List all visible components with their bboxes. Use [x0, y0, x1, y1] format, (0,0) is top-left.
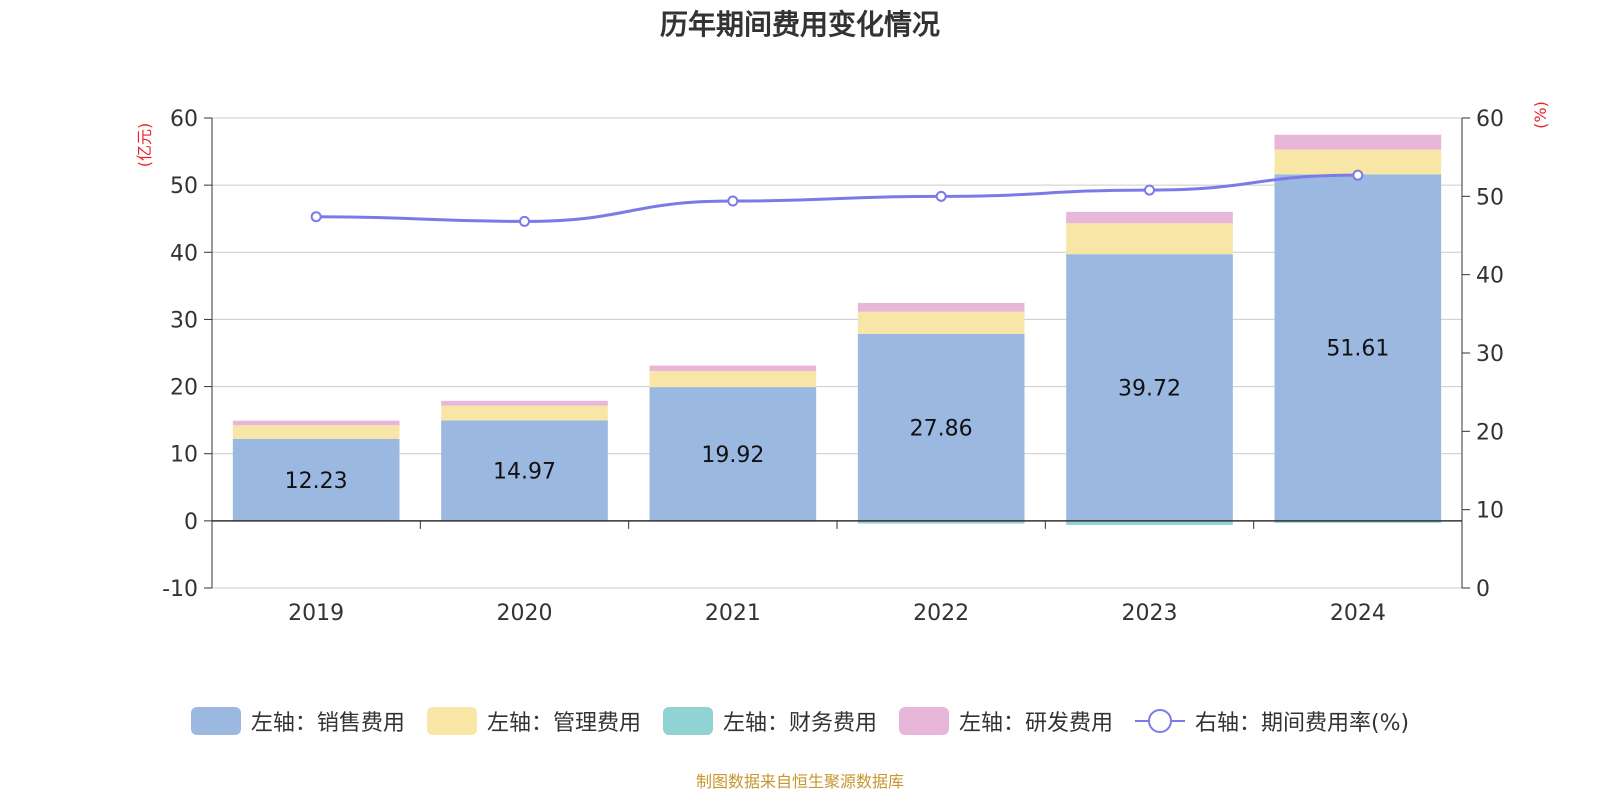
left-axis-tick-label: -10: [162, 577, 198, 602]
rate-point: [727, 195, 739, 207]
legend-swatch: [190, 707, 241, 735]
bar-segment: [232, 420, 400, 426]
bar-segment: [857, 520, 1025, 524]
bar-segment: [1274, 520, 1442, 523]
right-axis-unit-label: (%): [1531, 101, 1550, 129]
bar-segment: [649, 370, 817, 388]
x-axis-tick-label: 2024: [1330, 601, 1386, 626]
bar-segment: [857, 311, 1025, 334]
right-axis-tick-label: 30: [1476, 342, 1504, 367]
legend-label: 右轴：期间费用率(%): [1194, 711, 1410, 736]
bar-segment: [441, 405, 608, 421]
left-axis-unit-label: (亿元): [135, 123, 154, 168]
bar-data-label: 27.86: [910, 416, 973, 441]
x-axis-tick-label: 2022: [913, 601, 969, 626]
source-note: 制图数据来自恒生聚源数据库: [695, 772, 904, 791]
bar-data-label: 51.61: [1326, 337, 1389, 362]
bar-segment: [649, 365, 817, 371]
bar-segment: [857, 333, 1025, 521]
axes: -10 0 10 20 30 40 50 60 0 10 20 30 40 50 60 2019 2020 202…: [162, 107, 1504, 626]
left-axis-tick-label: 60: [170, 107, 198, 132]
bar-data-label: 14.97: [493, 460, 556, 485]
legend-item[interactable]: 右轴：期间费用率(%): [1134, 705, 1410, 737]
legend-swatch: [898, 707, 949, 735]
bar-segment: [857, 302, 1025, 312]
legend-swatch: [426, 707, 477, 735]
legend-label: 左轴：财务费用: [722, 711, 877, 736]
legend-line-marker-icon: [1134, 707, 1185, 735]
right-axis-tick-label: 60: [1476, 107, 1504, 132]
right-axis-tick-label: 0: [1476, 577, 1490, 602]
left-axis-tick-label: 30: [170, 308, 198, 333]
bar-data-label: 19.92: [701, 443, 764, 468]
bar-segment: [649, 387, 817, 521]
bar-segment: [1274, 134, 1442, 150]
legend-swatch: [662, 707, 713, 735]
bar-data-label: 39.72: [1118, 377, 1181, 402]
bar-segment: [1274, 174, 1442, 521]
rate-line: [316, 173, 1358, 223]
bar-series: [232, 134, 1442, 525]
left-axis-tick-label: 10: [170, 443, 198, 468]
right-axis-tick-label: 20: [1476, 420, 1504, 445]
legend-item[interactable]: 左轴：研发费用: [898, 705, 1113, 737]
left-axis-tick-label: 40: [170, 241, 198, 266]
rate-point: [1352, 169, 1364, 181]
x-axis-tick-label: 2021: [705, 601, 761, 626]
rate-point: [935, 190, 947, 202]
right-axis-tick-label: 10: [1476, 499, 1504, 524]
legend-item[interactable]: 左轴：销售费用: [190, 705, 405, 737]
bar-segment: [232, 425, 400, 439]
data-labels: 12.23 14.97 19.92 27.86 39.72 51.61: [285, 337, 1390, 494]
bar-segment: [232, 438, 400, 521]
rate-point: [310, 211, 322, 223]
right-axis-tick-label: 40: [1476, 264, 1504, 289]
bar-segment: [1066, 520, 1233, 525]
legend-label: 左轴：管理费用: [486, 711, 641, 736]
bar-segment: [441, 420, 608, 521]
legend-item[interactable]: 左轴：财务费用: [662, 705, 877, 737]
x-axis-tick-label: 2019: [288, 601, 344, 626]
x-axis-tick-label: 2020: [497, 601, 553, 626]
right-axis-tick-label: 50: [1476, 185, 1504, 210]
legend-label: 左轴：研发费用: [958, 711, 1113, 736]
left-axis-tick-label: 0: [184, 510, 198, 535]
bar-segment: [1066, 254, 1233, 521]
rate-point: [1144, 184, 1155, 196]
bar-data-label: 12.23: [285, 469, 348, 494]
chart-title: 历年期间费用变化情况: [660, 8, 940, 41]
legend-label: 左轴：销售费用: [250, 711, 405, 736]
rate-point: [519, 215, 530, 227]
grid-lines: [212, 117, 1462, 589]
rate-line-series: [310, 169, 1364, 227]
legend-item[interactable]: 左轴：管理费用: [426, 705, 641, 737]
left-axis-tick-label: 50: [170, 174, 198, 199]
legend: 左轴：销售费用 左轴：管理费用 左轴：财务费用 左轴：研发费用 右轴：期间费用率(%): [0, 704, 1600, 738]
bar-segment: [1066, 223, 1233, 255]
bar-segment: [1066, 211, 1233, 224]
bar-segment: [441, 400, 608, 406]
left-axis-tick-label: 20: [170, 376, 198, 401]
x-axis-tick-label: 2023: [1122, 601, 1178, 626]
